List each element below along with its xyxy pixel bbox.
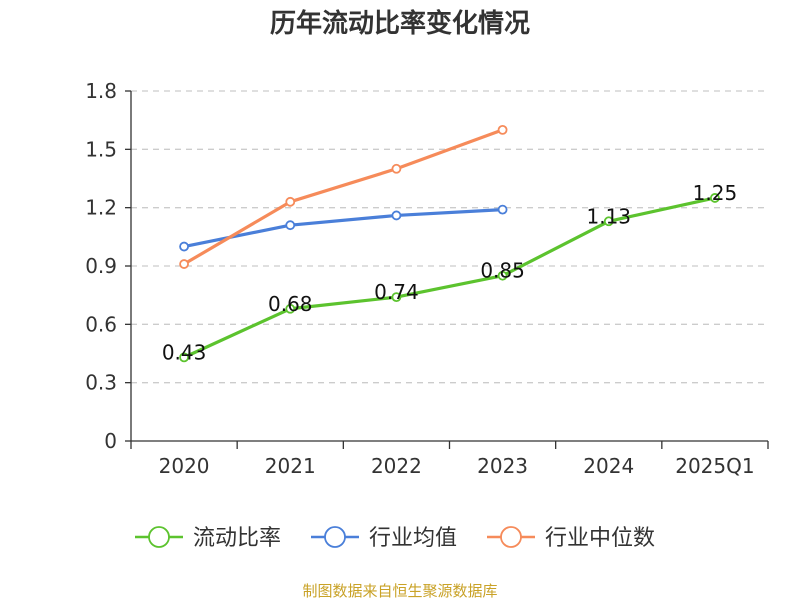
series-line (182, 128, 505, 266)
data-point (285, 220, 296, 231)
x-tick-label: 2020 (159, 454, 210, 478)
grid (131, 90, 768, 384)
data-point (179, 241, 189, 252)
data-point (391, 292, 402, 303)
axes: 0 0.3 0.6 0.9 1.2 1.5 1.8 2020 2021 2022 2023 2024 2… (85, 79, 769, 478)
series (179, 124, 720, 363)
legend-label: 流动比率 (193, 526, 281, 551)
data-label: 0.43 (162, 340, 207, 364)
y-tick-label: 1.8 (85, 79, 117, 103)
data-point (285, 303, 296, 314)
legend: 流动比率 行业均值 行业中位数 (135, 526, 655, 551)
y-tick-label: 1.2 (85, 196, 117, 220)
data-label: 1.13 (586, 204, 631, 228)
data-point (179, 352, 189, 363)
legend-marker (500, 526, 522, 548)
x-tick-label: 2022 (371, 454, 422, 478)
x-tick-label: 2024 (583, 454, 634, 478)
data-point (285, 196, 296, 207)
data-label: 0.85 (480, 259, 525, 283)
y-tick-label: 1.5 (85, 137, 117, 161)
data-point (497, 124, 508, 135)
data-label: 1.25 (693, 181, 738, 205)
data-point (179, 259, 189, 269)
legend-marker (148, 526, 170, 548)
legend-label: 行业均值 (369, 526, 457, 551)
y-tick-label: 0.6 (85, 312, 117, 336)
data-point (497, 270, 508, 281)
data-point (497, 204, 508, 215)
y-tick-label: 0.3 (85, 371, 117, 395)
x-tick-label: 2021 (265, 454, 316, 478)
data-label: 0.74 (374, 280, 419, 304)
legend-label: 行业中位数 (545, 526, 655, 551)
y-tick-label: 0 (104, 429, 117, 453)
series-line (182, 208, 505, 249)
x-tick-label: 2025Q1 (675, 454, 754, 478)
data-point (710, 193, 720, 203)
data-point (391, 210, 402, 221)
data-point (391, 163, 402, 174)
data-point (603, 216, 614, 227)
chart-title: 历年流动比率变化情况 (270, 8, 530, 39)
legend-marker (324, 526, 346, 548)
x-tick-label: 2023 (477, 454, 528, 478)
data-label: 0.68 (268, 292, 313, 316)
data-labels: 0.43 0.68 0.74 0.85 1.13 1.25 (162, 181, 737, 364)
source-note: 制图数据来自恒生聚源数据库 (302, 582, 497, 600)
series-line (182, 196, 717, 359)
y-tick-label: 0.9 (85, 254, 117, 278)
